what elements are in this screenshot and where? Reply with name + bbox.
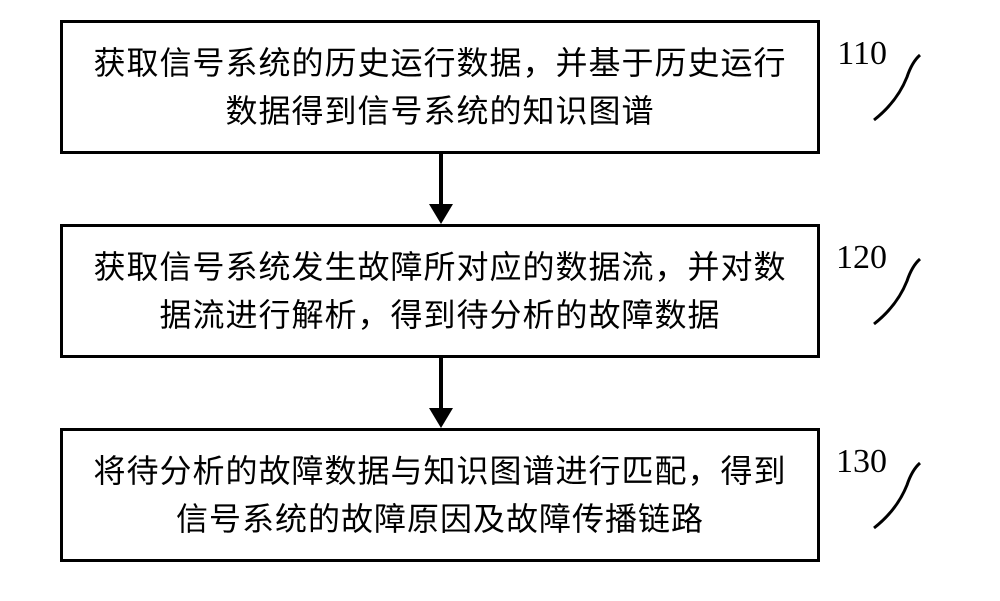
flow-step-2-text: 获取信号系统发生故障所对应的数据流，并对数据流进行解析，得到待分析的故障数据 — [93, 243, 787, 339]
flow-step-2: 获取信号系统发生故障所对应的数据流，并对数据流进行解析，得到待分析的故障数据 1… — [60, 224, 820, 358]
flow-step-1-label: 110 — [837, 35, 887, 73]
flow-step-2-label: 120 — [836, 239, 887, 277]
flow-step-3-text: 将待分析的故障数据与知识图谱进行匹配，得到信号系统的故障原因及故障传播链路 — [93, 447, 787, 543]
flow-step-1-text: 获取信号系统的历史运行数据，并基于历史运行数据得到信号系统的知识图谱 — [93, 39, 787, 135]
flowchart-container: 获取信号系统的历史运行数据，并基于历史运行数据得到信号系统的知识图谱 110 获… — [60, 20, 940, 562]
arrow-2-container — [60, 358, 940, 428]
arrow-1-container — [60, 154, 940, 224]
flow-step-1: 获取信号系统的历史运行数据，并基于历史运行数据得到信号系统的知识图谱 110 — [60, 20, 820, 154]
flow-step-3-label: 130 — [836, 443, 887, 481]
flow-step-3: 将待分析的故障数据与知识图谱进行匹配，得到信号系统的故障原因及故障传播链路 13… — [60, 428, 820, 562]
